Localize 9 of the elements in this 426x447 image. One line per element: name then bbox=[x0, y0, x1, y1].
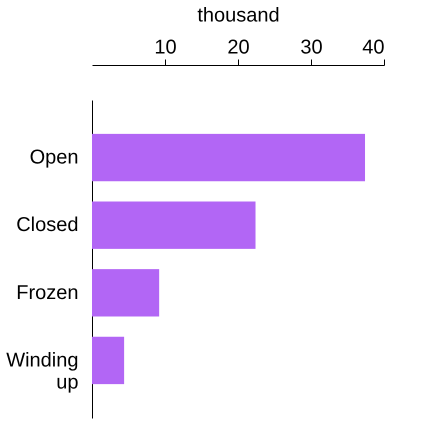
x-tick-label: 40 bbox=[362, 36, 384, 58]
x-tick-label: 30 bbox=[300, 36, 323, 58]
x-tick-label: 20 bbox=[227, 36, 250, 58]
y-tick-label: Open bbox=[30, 146, 78, 169]
x-axis-title: thousand bbox=[197, 4, 280, 26]
x-tick-label: 10 bbox=[154, 36, 177, 58]
y-tick-label: Winding up bbox=[6, 349, 78, 394]
y-tick-label: Frozen bbox=[16, 282, 78, 304]
y-tick-label: Closed bbox=[16, 214, 78, 236]
